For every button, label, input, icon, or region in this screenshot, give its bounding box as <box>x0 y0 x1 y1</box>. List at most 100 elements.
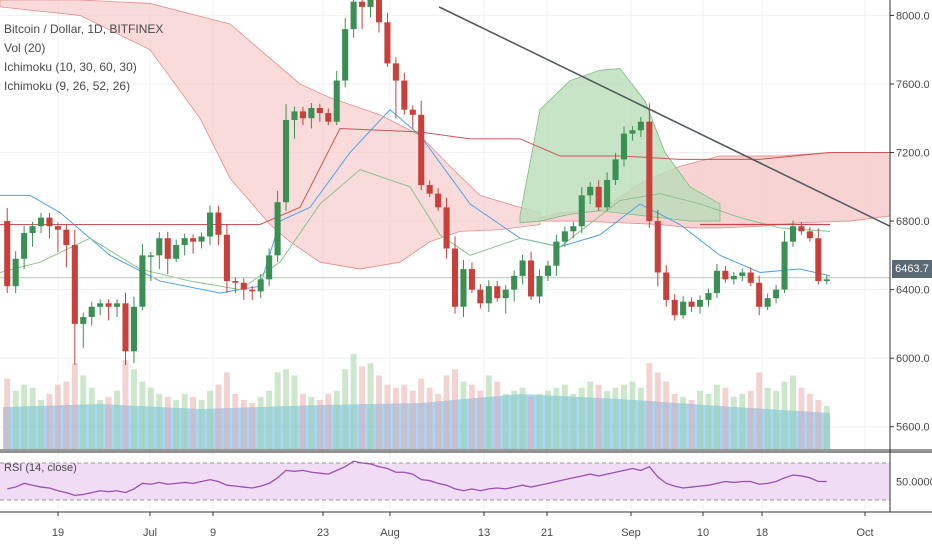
candle-23[interactable] <box>198 232 205 249</box>
candle-8[interactable] <box>71 229 78 366</box>
candle-28[interactable] <box>240 278 247 300</box>
candle-17[interactable] <box>147 251 154 282</box>
candle-85[interactable] <box>722 266 729 283</box>
candle-57[interactable] <box>485 280 492 312</box>
candle-41[interactable] <box>350 0 357 38</box>
candle-79[interactable] <box>671 294 678 321</box>
candle-84[interactable] <box>713 264 720 299</box>
candle-74[interactable] <box>629 126 636 141</box>
candle-13[interactable] <box>114 299 121 318</box>
candle-37[interactable] <box>316 103 323 122</box>
candle-38[interactable] <box>325 108 332 126</box>
candle-53[interactable] <box>451 236 459 314</box>
candle-93[interactable] <box>789 220 797 247</box>
candle-89[interactable] <box>756 275 763 316</box>
legend-ichimoku-2[interactable]: Ichimoku (9, 26, 52, 26) <box>4 79 131 93</box>
candle-72[interactable] <box>612 152 619 186</box>
candle-18[interactable] <box>156 232 163 270</box>
candle-20[interactable] <box>173 239 180 263</box>
candle-75[interactable] <box>637 116 644 138</box>
candle-83[interactable] <box>705 288 712 307</box>
candle-61[interactable] <box>519 254 526 285</box>
candle-59[interactable] <box>502 284 509 314</box>
candle-48[interactable] <box>409 105 416 129</box>
candle-86[interactable] <box>730 271 737 285</box>
candle-22[interactable] <box>190 234 197 254</box>
candle-10[interactable] <box>88 301 95 326</box>
candle-21[interactable] <box>181 233 188 256</box>
legend-volume[interactable]: Vol (20) <box>4 41 46 55</box>
candle-80[interactable] <box>680 296 687 319</box>
candle-81[interactable] <box>688 297 695 312</box>
rsi-pane[interactable] <box>0 451 932 501</box>
candle-3[interactable] <box>29 221 36 247</box>
candle-65[interactable] <box>553 234 560 276</box>
candle-69[interactable] <box>587 182 594 204</box>
candle-44[interactable] <box>375 0 383 33</box>
candle-19[interactable] <box>164 231 171 275</box>
candle-50[interactable] <box>426 180 433 198</box>
candle-97[interactable] <box>823 275 830 285</box>
candle-32[interactable] <box>274 190 281 263</box>
legend-ichimoku-1[interactable]: Ichimoku (10, 30, 60, 30) <box>4 60 137 74</box>
candle-56[interactable] <box>477 284 484 309</box>
candle-5[interactable] <box>46 212 53 239</box>
candle-95[interactable] <box>806 226 813 242</box>
candle-43[interactable] <box>367 0 374 18</box>
candle-63[interactable] <box>536 269 543 304</box>
candle-76[interactable] <box>646 103 653 228</box>
candle-88[interactable] <box>747 267 754 287</box>
candle-26[interactable] <box>223 224 230 294</box>
rsi-line[interactable] <box>7 460 827 497</box>
chart-title[interactable]: Bitcoin / Dollar, 1D, BITFINEX <box>4 22 164 36</box>
candle-54[interactable] <box>460 259 467 318</box>
candle-62[interactable] <box>528 251 535 300</box>
candle-55[interactable] <box>468 262 475 294</box>
candle-31[interactable] <box>266 248 273 287</box>
candle-52[interactable] <box>443 197 450 259</box>
candle-90[interactable] <box>764 293 771 311</box>
candle-82[interactable] <box>696 295 704 314</box>
candle-6[interactable] <box>54 222 61 252</box>
candle-45[interactable] <box>384 12 391 67</box>
candle-0[interactable] <box>4 207 11 294</box>
candle-36[interactable] <box>308 102 315 129</box>
candle-58[interactable] <box>494 280 501 302</box>
candle-73[interactable] <box>620 126 628 167</box>
candle-71[interactable] <box>604 172 611 211</box>
candle-60[interactable] <box>511 270 518 302</box>
candle-47[interactable] <box>401 72 408 115</box>
trend-lines[interactable] <box>438 6 891 227</box>
candle-64[interactable] <box>544 260 552 282</box>
candle-91[interactable] <box>773 284 780 304</box>
candle-70[interactable] <box>595 180 602 211</box>
candle-12[interactable] <box>105 299 112 321</box>
candle-68[interactable] <box>578 187 585 234</box>
rsi-legend[interactable]: RSI (14, close) <box>4 462 77 474</box>
candle-27[interactable] <box>232 277 239 294</box>
candle-35[interactable] <box>299 106 306 126</box>
descending-trendline[interactable] <box>438 6 891 227</box>
candle-92[interactable] <box>781 231 788 294</box>
candle-30[interactable] <box>257 274 264 299</box>
candle-40[interactable] <box>342 17 349 88</box>
candle-42[interactable] <box>359 0 366 30</box>
candle-67[interactable] <box>570 222 577 239</box>
candle-11[interactable] <box>97 299 104 316</box>
candle-78[interactable] <box>663 264 670 307</box>
candle-49[interactable] <box>418 100 425 191</box>
candle-16[interactable] <box>139 244 146 311</box>
candle-1[interactable] <box>12 251 19 294</box>
candle-14[interactable] <box>122 292 129 366</box>
candle-29[interactable] <box>249 285 256 300</box>
candle-9[interactable] <box>80 312 87 348</box>
candle-2[interactable] <box>21 225 28 270</box>
candle-7[interactable] <box>63 223 70 268</box>
candle-46[interactable] <box>392 57 399 119</box>
candle-4[interactable] <box>37 212 45 234</box>
candlesticks[interactable] <box>4 0 830 366</box>
candle-96[interactable] <box>815 228 822 285</box>
candle-33[interactable] <box>282 104 290 211</box>
candle-87[interactable] <box>739 268 746 282</box>
